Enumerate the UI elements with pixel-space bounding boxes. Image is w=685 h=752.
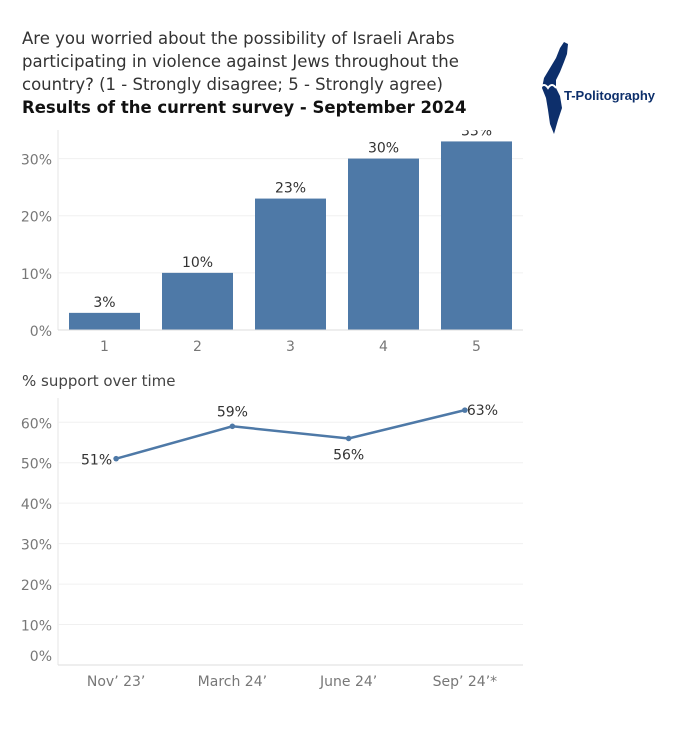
y-tick-label: 0% [30, 649, 52, 665]
y-tick-label: 30% [21, 538, 52, 554]
y-tick-label: 40% [21, 497, 52, 513]
bar [441, 141, 512, 330]
x-tick-label: 2 [193, 339, 202, 355]
y-tick-label: 10% [21, 619, 52, 635]
x-tick-label: Sep’ 24’* [433, 674, 498, 690]
data-point [345, 435, 352, 442]
title-line-1: Are you worried about the possibility of… [22, 29, 455, 48]
y-tick-label: 50% [21, 457, 52, 473]
bar-data-label: 30% [368, 141, 399, 157]
y-tick-label: 10% [21, 267, 52, 283]
x-tick-label: Nov’ 23’ [87, 674, 146, 690]
point-data-label: 56% [333, 447, 364, 463]
x-tick-label: 3 [286, 339, 295, 355]
bar [162, 272, 233, 330]
point-data-label: 51% [81, 453, 112, 469]
bar [348, 158, 419, 330]
bar-chart: 0% 10% 20% 30% 3% 1 10% 2 23% 3 30% 4 33% 5 [21, 130, 523, 355]
title-line-3: country? (1 - Strongly disagree; 5 - Str… [22, 75, 443, 94]
bar-data-label: 10% [182, 255, 213, 271]
y-tick-label: 30% [21, 153, 52, 169]
y-tick-label: 0% [30, 324, 52, 340]
bar-data-label: 23% [275, 181, 306, 197]
bar-data-label: 3% [93, 295, 115, 311]
y-tick-label: 60% [21, 416, 52, 432]
point-data-label: 63% [467, 403, 498, 419]
map-logo-icon [539, 42, 568, 134]
bar [255, 198, 326, 330]
x-tick-label: March 24’ [198, 674, 267, 690]
chart-subtitle: Results of the current survey - Septembe… [22, 98, 467, 117]
series-line [115, 408, 466, 460]
line-chart-title: % support over time [22, 372, 176, 390]
y-tick-label: 20% [21, 578, 52, 594]
x-tick-label: 1 [100, 339, 109, 355]
chart-title: Are you worried about the possibility of… [22, 27, 522, 119]
data-point [462, 407, 468, 413]
line-chart: 0% 10% 20% 30% 40% 50% 60% 51% Nov’ 23’ 59% March … [21, 398, 523, 690]
bar [69, 312, 140, 330]
x-tick-label: 4 [379, 339, 388, 355]
point-data-label: 59% [217, 404, 248, 420]
title-line-2: participating in violence against Jews t… [22, 52, 459, 71]
bar-data-label: 33% [461, 130, 492, 139]
data-point [113, 455, 119, 462]
x-tick-label: June 24’ [319, 674, 377, 690]
x-tick-label: 5 [472, 339, 481, 355]
logo-text: T-Politography [564, 88, 655, 103]
data-point [229, 423, 236, 430]
y-tick-label: 20% [21, 210, 52, 226]
